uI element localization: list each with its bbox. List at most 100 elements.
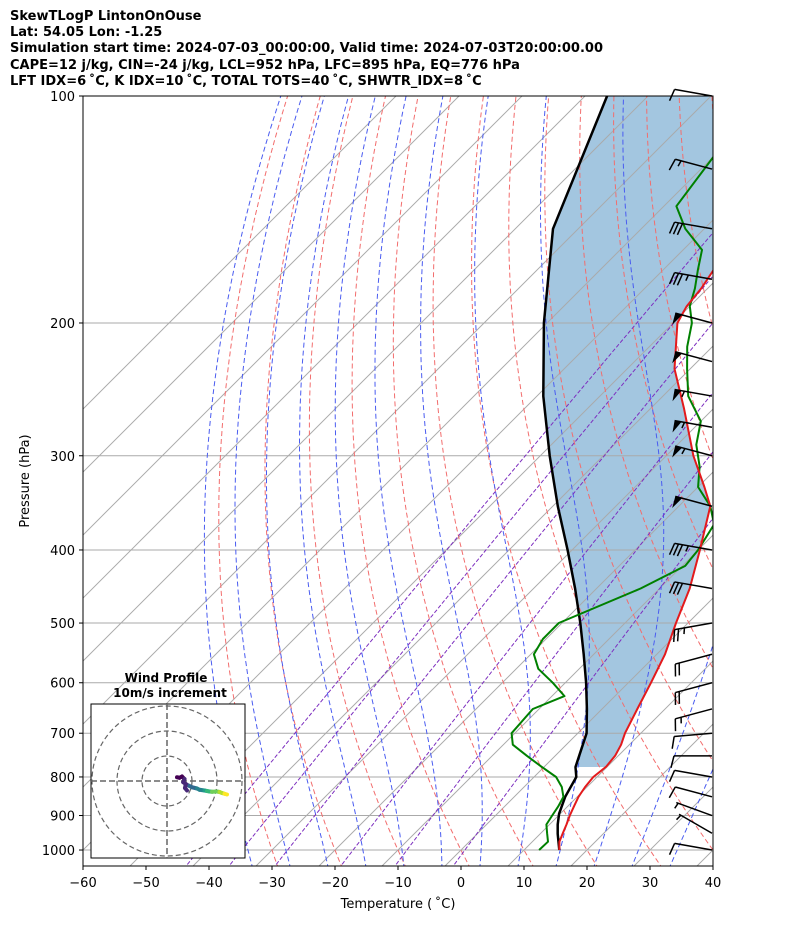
y-tick-label: 800 bbox=[50, 771, 75, 786]
moist-adiabat-line bbox=[540, 96, 590, 866]
wind-barb bbox=[668, 221, 713, 236]
moist-adiabat-line bbox=[593, 96, 665, 866]
wind-barb bbox=[672, 495, 713, 508]
y-tick-label: 100 bbox=[50, 90, 75, 105]
dry-adiabat-line bbox=[264, 96, 342, 866]
moist-adiabat-line bbox=[669, 767, 713, 866]
dry-adiabat-line bbox=[776, 82, 794, 869]
chart-title-line-1: SkewTLogP LintonOnOuse bbox=[10, 9, 202, 24]
isotherm-line bbox=[83, 96, 397, 410]
x-tick-label: −40 bbox=[195, 876, 222, 891]
isotherm-line bbox=[570, 723, 713, 866]
x-tick-label: −60 bbox=[69, 876, 96, 891]
wind-barb bbox=[672, 350, 713, 364]
wind-barb bbox=[672, 622, 713, 643]
wind-barb bbox=[668, 271, 713, 286]
dry-adiabat-line bbox=[678, 96, 713, 330]
moist-adiabat-line bbox=[234, 96, 303, 866]
x-tick-label: −20 bbox=[321, 876, 348, 891]
dry-adiabat-line bbox=[743, 82, 794, 869]
wind-barb bbox=[672, 445, 713, 458]
wind-barb bbox=[668, 786, 713, 799]
moist-adiabat-line bbox=[203, 96, 282, 866]
mixing-ratio-line bbox=[452, 517, 713, 866]
moist-adiabat-line bbox=[631, 643, 713, 866]
x-tick-label: 10 bbox=[516, 876, 533, 891]
moist-adiabat-line bbox=[334, 96, 405, 866]
y-tick-label: 1000 bbox=[42, 844, 75, 859]
hodograph-inset: Wind Profile 10m/s increment bbox=[90, 671, 246, 859]
dry-adiabat-line bbox=[351, 96, 470, 866]
wind-barb bbox=[668, 88, 713, 102]
isotherm-line bbox=[83, 96, 649, 662]
y-tick-label: 200 bbox=[50, 317, 75, 332]
y-tick-label: 700 bbox=[50, 727, 75, 742]
moist-adiabat-line bbox=[420, 96, 483, 866]
wind-barb bbox=[674, 653, 713, 677]
wind-barb bbox=[668, 581, 713, 595]
temperature-profile-line bbox=[558, 267, 713, 851]
wind-barb bbox=[670, 755, 712, 768]
x-tick-label: −50 bbox=[132, 876, 159, 891]
isotherm-line bbox=[507, 660, 713, 866]
dry-adiabat-line bbox=[646, 96, 713, 461]
mixing-ratio-line bbox=[274, 322, 713, 866]
dry-adiabat-line bbox=[613, 96, 713, 571]
wind-barb bbox=[668, 158, 713, 171]
isotherm-line bbox=[192, 345, 713, 866]
x-tick-label: 20 bbox=[579, 876, 596, 891]
isotherm-line bbox=[83, 96, 523, 536]
hodograph-subtitle: 10m/s increment bbox=[113, 686, 227, 700]
wind-barb bbox=[668, 542, 713, 557]
isotherm-line bbox=[83, 96, 460, 473]
isotherm-line bbox=[83, 96, 712, 725]
moist-adiabat-line bbox=[266, 96, 329, 866]
moist-adiabat-line bbox=[374, 96, 443, 866]
x-axis-label: Temperature ( ˚C) bbox=[340, 896, 456, 912]
isotherm-line bbox=[444, 597, 713, 866]
y-axis-label: Pressure (hPa) bbox=[18, 434, 33, 527]
x-tick-label: 30 bbox=[642, 876, 659, 891]
y-tick-label: 400 bbox=[50, 544, 75, 559]
hodograph-title: Wind Profile bbox=[125, 671, 208, 685]
wind-barb bbox=[675, 813, 713, 834]
x-tick-label: −30 bbox=[258, 876, 285, 891]
dry-adiabat-line bbox=[308, 96, 406, 866]
wind-barb bbox=[674, 708, 713, 732]
isotherm-line bbox=[129, 282, 713, 866]
wind-barb bbox=[668, 842, 713, 856]
mixing-ratio-line bbox=[228, 275, 713, 866]
isotherm-line bbox=[381, 534, 713, 866]
chart-title-line-2: Lat: 54.05 Lon: -1.25 bbox=[10, 25, 163, 40]
wind-barb bbox=[671, 732, 713, 749]
dry-adiabat-line bbox=[432, 96, 598, 866]
isotherm-line bbox=[318, 471, 713, 866]
wind-barb bbox=[674, 801, 713, 817]
wind-barb bbox=[674, 682, 713, 705]
mixing-ratio-line bbox=[340, 391, 713, 866]
moist-adiabat-line bbox=[299, 96, 367, 866]
dry-adiabat-line bbox=[711, 96, 713, 120]
hodograph-trace bbox=[183, 786, 189, 793]
y-tick-label: 300 bbox=[50, 450, 75, 465]
dry-adiabat-line bbox=[508, 96, 713, 851]
x-tick-label: 0 bbox=[457, 876, 465, 891]
hodograph-trace bbox=[222, 791, 229, 797]
y-tick-label: 600 bbox=[50, 677, 75, 692]
wind-barb bbox=[672, 312, 713, 325]
isotherm-line bbox=[255, 408, 713, 866]
chart-title-line-4: CAPE=12 j/kg, CIN=-24 j/kg, LCL=952 hPa,… bbox=[10, 58, 520, 73]
wind-barb bbox=[672, 419, 713, 433]
dry-adiabat-line bbox=[544, 96, 713, 763]
y-tick-label: 900 bbox=[50, 810, 75, 825]
chart-title-line-5: LFT IDX=6 ˚C, K IDX=10 ˚C, TOTAL TOTS=40… bbox=[10, 74, 482, 89]
isotherm-line bbox=[83, 96, 586, 599]
dry-adiabat-line bbox=[579, 96, 713, 670]
dry-adiabat-line bbox=[392, 96, 534, 866]
y-tick-label: 500 bbox=[50, 617, 75, 632]
x-tick-label: −10 bbox=[384, 876, 411, 891]
wind-barb bbox=[672, 388, 713, 402]
parcel-profile-line bbox=[542, 96, 609, 851]
x-tick-label: 40 bbox=[705, 876, 722, 891]
